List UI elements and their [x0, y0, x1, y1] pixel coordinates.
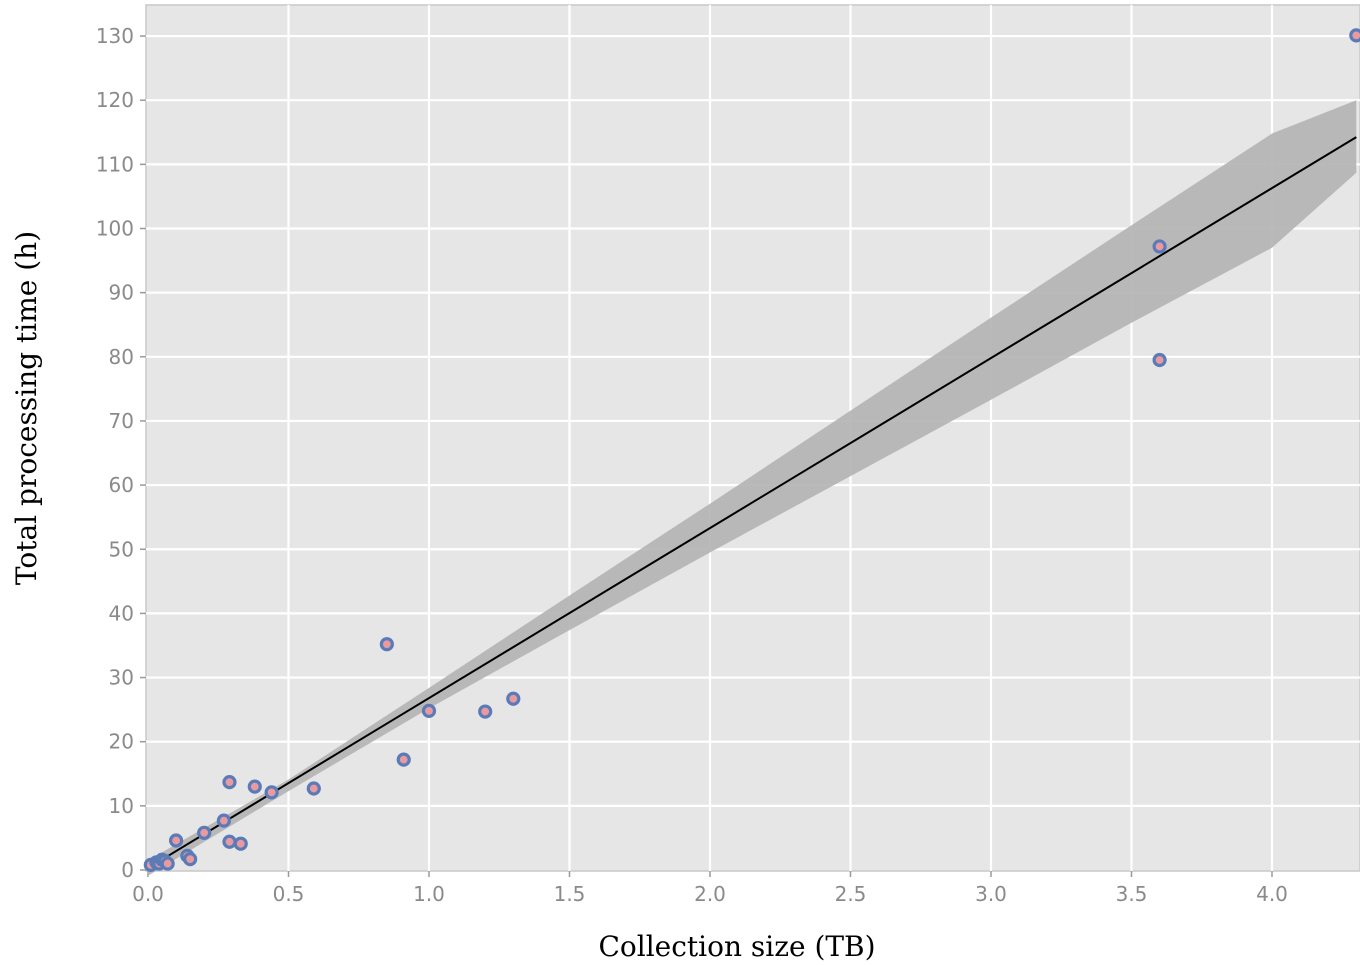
scatter-point	[1349, 28, 1360, 43]
y-tick-labels: 0 10 20 30 40 50 60 70 80 90 100 110 120 130	[96, 24, 146, 882]
x-axis-title: Collection size (TB)	[598, 930, 875, 963]
scatter-point	[160, 856, 175, 871]
scatter-point	[379, 637, 394, 652]
y-tick-label: 40	[109, 601, 134, 625]
confidence-band	[148, 100, 1357, 876]
scatter-point	[264, 785, 279, 800]
y-tick-label: 20	[109, 730, 134, 754]
y-tick-label: 110	[96, 152, 134, 176]
scatter-point	[169, 833, 184, 848]
y-tick-label: 60	[109, 473, 134, 497]
y-tick-label: 70	[109, 409, 134, 433]
y-tick-label: 50	[109, 537, 134, 561]
scatter-point	[222, 834, 237, 849]
scatter-point	[1152, 239, 1167, 254]
x-tick-label: 2.0	[694, 882, 726, 906]
scatter-point	[247, 779, 262, 794]
x-tick-label: 0.0	[132, 882, 164, 906]
x-tick-label: 2.5	[835, 882, 867, 906]
scatter-point	[197, 825, 212, 840]
scatter-point	[506, 691, 521, 706]
scatter-point	[1152, 352, 1167, 368]
x-tick-label: 3.5	[1116, 882, 1148, 906]
scatter-point	[396, 752, 411, 767]
scatter-point	[222, 775, 237, 790]
y-tick-label: 90	[109, 281, 134, 305]
scatter-point	[216, 813, 231, 828]
x-tick-label: 0.5	[273, 882, 305, 906]
scatter-point	[478, 704, 493, 719]
y-tick-label: 30	[109, 666, 134, 690]
x-tick-label: 1.0	[413, 882, 445, 906]
x-tick-label: 1.5	[554, 882, 586, 906]
scatter-point	[306, 781, 321, 796]
y-axis-title: Total processing time (h)	[10, 231, 43, 585]
scatter-point	[233, 836, 248, 851]
scatter-point	[183, 851, 198, 867]
x-tick-labels: 0.0 0.5 1.0 1.5 2.0 2.5 3.0 3.5 4.0	[132, 871, 1288, 906]
x-tick-label: 4.0	[1256, 882, 1288, 906]
plot-panel	[145, 4, 1360, 872]
y-tick-label: 100	[96, 217, 134, 241]
y-tick-label: 120	[96, 88, 134, 112]
regression-line	[147, 136, 1357, 869]
x-tick-label: 3.0	[975, 882, 1007, 906]
scatter-point	[421, 703, 437, 719]
y-tick-label: 80	[109, 345, 134, 369]
y-tick-label: 130	[96, 24, 134, 48]
y-tick-label: 10	[109, 794, 134, 818]
data-points	[143, 28, 1360, 872]
y-tick-label: 0	[121, 858, 134, 882]
